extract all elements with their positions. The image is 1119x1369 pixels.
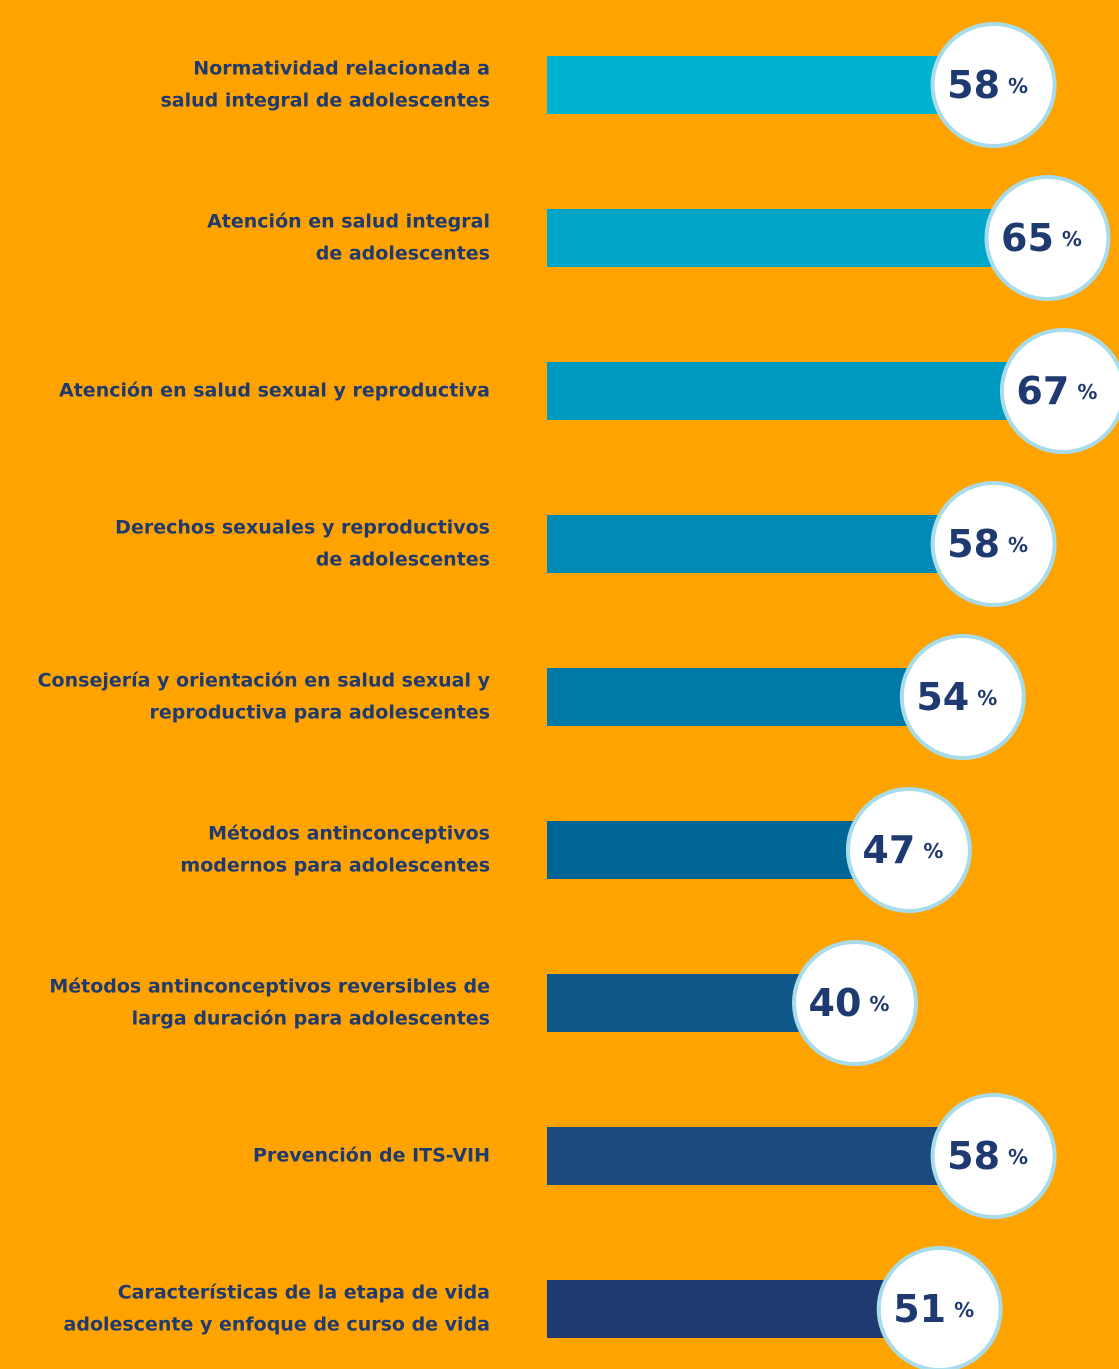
value-badge [899,634,1026,760]
value-number: 47 [862,828,915,872]
value-label: 40% [809,981,890,1025]
value-badge [792,940,918,1066]
value-badge [930,1093,1057,1219]
bar [547,209,1048,267]
category-label: Normatividad relacionada a [193,58,490,80]
value-unit: % [1062,227,1082,251]
value-label: 58% [947,63,1028,107]
value-label: 54% [916,675,997,719]
value-number: 58 [947,63,1000,107]
category-label: larga duración para adolescentes [132,1008,490,1030]
value-unit: % [923,839,943,863]
value-badge [930,481,1057,607]
value-unit: % [869,992,889,1016]
value-number: 40 [809,981,862,1025]
value-label: 65% [1001,216,1082,260]
value-number: 58 [947,522,1000,566]
category-label: Derechos sexuales y reproductivos [115,517,490,539]
value-badge [984,175,1111,301]
value-unit: % [1077,380,1097,404]
category-label: salud integral de adolescentes [160,90,490,112]
value-badge [999,328,1119,454]
category-label: Métodos antinconceptivos [208,823,490,845]
category-label: Métodos antinconceptivos reversibles de [49,976,490,998]
category-label: de adolescentes [316,243,490,265]
value-number: 51 [893,1287,946,1331]
category-label: Consejería y orientación en salud sexual… [38,670,491,692]
value-unit: % [1008,1145,1028,1169]
category-label: modernos para adolescentes [180,855,490,877]
bar [547,1280,940,1338]
category-label: Atención en salud sexual y reproductiva [59,380,490,402]
category-label: de adolescentes [316,549,490,571]
category-label: Atención en salud integral [207,211,490,233]
value-badge [876,1246,1003,1369]
value-badge [930,22,1057,148]
value-label: 51% [893,1287,974,1331]
value-unit: % [1008,74,1028,98]
bar [547,1127,994,1185]
category-label: adolescente y enfoque de curso de vida [64,1314,490,1336]
bar [547,515,994,573]
value-badge [845,787,972,913]
category-label: reproductiva para adolescentes [150,702,490,724]
bar [547,56,994,114]
value-number: 67 [1016,369,1069,413]
category-label: Características de la etapa de vida [118,1282,490,1304]
value-label: 47% [862,828,943,872]
value-label: 67% [1016,369,1097,413]
value-unit: % [1008,533,1028,557]
bar [547,362,1063,420]
value-number: 65 [1001,216,1054,260]
value-number: 58 [947,1134,1000,1178]
value-number: 54 [916,675,969,719]
bar [547,668,963,726]
value-unit: % [977,686,997,710]
value-unit: % [954,1298,974,1322]
value-label: 58% [947,1134,1028,1178]
value-label: 58% [947,522,1028,566]
category-label: Prevención de ITS-VIH [253,1145,490,1167]
